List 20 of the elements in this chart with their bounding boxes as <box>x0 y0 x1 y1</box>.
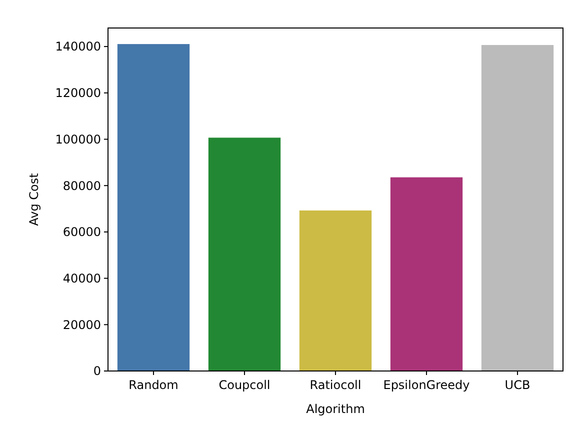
x-tick-label: Ratiocoll <box>310 378 362 392</box>
y-tick-label: 140000 <box>55 40 101 54</box>
y-axis-title: Avg Cost <box>27 172 41 226</box>
x-tick-label: UCB <box>504 378 530 392</box>
y-tick-label: 80000 <box>62 178 101 193</box>
bar <box>208 137 282 372</box>
x-tick-label: Coupcoll <box>218 378 270 392</box>
y-tick-label: 120000 <box>55 86 101 100</box>
bar <box>116 43 190 372</box>
bar <box>480 44 554 372</box>
y-tick-label: 100000 <box>55 132 101 146</box>
x-axis-title: Algorithm <box>306 402 365 416</box>
y-tick-label: 20000 <box>62 318 101 332</box>
bar <box>390 176 464 372</box>
bar <box>298 210 372 372</box>
x-tick-label: EpsilonGreedy <box>383 378 470 392</box>
y-tick-label: 60000 <box>62 225 101 240</box>
y-tick-label: 0 <box>93 364 101 378</box>
y-tick-label: 40000 <box>62 271 101 286</box>
x-tick-label: Random <box>128 378 178 392</box>
